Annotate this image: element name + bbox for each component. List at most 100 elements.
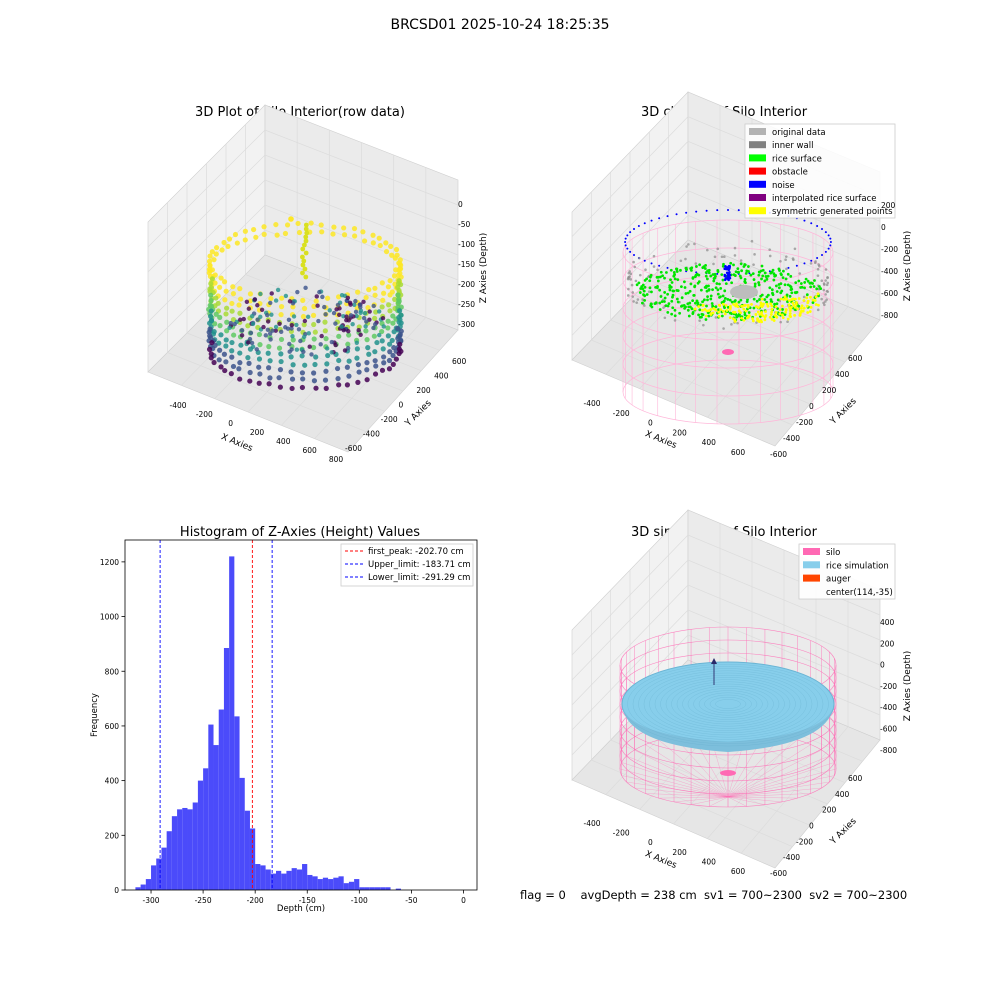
symmetric-point xyxy=(802,306,806,310)
rice-point xyxy=(696,301,700,305)
wall-point xyxy=(684,257,687,261)
data-point xyxy=(300,246,306,252)
symmetric-point xyxy=(724,304,728,307)
data-point xyxy=(229,339,235,346)
noise-point xyxy=(723,274,727,278)
legend-swatch xyxy=(749,167,766,175)
data-point xyxy=(333,321,338,326)
wall-point xyxy=(626,294,630,297)
symmetric-point xyxy=(789,315,793,319)
rice-point xyxy=(803,286,806,290)
rice-point xyxy=(815,287,819,291)
data-point xyxy=(223,359,229,365)
data-point xyxy=(303,222,309,228)
data-point xyxy=(395,300,401,306)
histogram-bar xyxy=(291,868,297,890)
noise-point xyxy=(727,272,731,275)
rice-point xyxy=(687,314,691,318)
wall-point xyxy=(816,308,820,312)
data-point xyxy=(273,324,279,330)
data-point xyxy=(380,316,386,321)
data-point xyxy=(318,342,323,347)
histogram-bar xyxy=(218,709,224,890)
data-point xyxy=(250,321,256,327)
data-point xyxy=(350,321,355,327)
data-point xyxy=(287,341,292,347)
noise-point xyxy=(829,241,832,243)
data-point xyxy=(208,285,214,291)
symmetric-point xyxy=(802,299,806,302)
histogram-bar xyxy=(328,879,334,890)
rice-point xyxy=(732,263,735,267)
histogram-bar xyxy=(395,888,401,890)
symmetric-point xyxy=(770,317,774,321)
data-point xyxy=(310,344,317,351)
data-point xyxy=(241,316,246,322)
rice-point xyxy=(650,290,653,294)
wall-point xyxy=(820,279,824,282)
rice-point xyxy=(672,271,676,274)
data-point xyxy=(275,287,281,293)
data-point xyxy=(380,297,386,303)
data-point xyxy=(261,231,267,237)
rice-point xyxy=(781,308,784,311)
noise-point xyxy=(643,259,646,262)
data-point xyxy=(208,318,215,324)
data-point xyxy=(381,324,386,329)
data-point xyxy=(224,319,230,325)
rice-point xyxy=(698,263,702,267)
rice-point xyxy=(704,274,708,278)
rice-point xyxy=(686,302,690,306)
data-point xyxy=(313,385,319,391)
data-point xyxy=(289,376,296,382)
rice-point xyxy=(729,261,733,265)
data-point xyxy=(247,336,253,342)
data-point xyxy=(278,329,284,335)
rice-point xyxy=(718,282,721,286)
data-point xyxy=(334,307,339,312)
data-point xyxy=(224,305,230,311)
data-point xyxy=(322,377,329,383)
wall-point xyxy=(702,323,705,327)
symmetric-point xyxy=(801,309,805,313)
rice-point xyxy=(643,298,646,302)
noise-point xyxy=(727,278,730,282)
rice-point xyxy=(728,298,732,302)
rice-point xyxy=(709,294,713,298)
rice-point xyxy=(723,297,727,300)
z-axis-tick-label: -50 xyxy=(458,220,470,229)
rice-point xyxy=(670,299,674,303)
rice-point xyxy=(656,279,660,283)
symmetric-point xyxy=(704,314,708,318)
data-point xyxy=(221,351,228,357)
rice-point xyxy=(670,312,674,316)
x-axis-tick-label: 400 xyxy=(702,438,717,447)
y-axis-tick-label: -400 xyxy=(363,430,380,439)
symmetric-point xyxy=(779,297,783,301)
data-point xyxy=(371,333,377,339)
symmetric-point xyxy=(723,312,727,316)
data-point xyxy=(276,345,283,351)
data-point xyxy=(208,355,214,361)
y-axis-tick-label: -200 xyxy=(381,415,398,424)
rice-point xyxy=(772,272,776,276)
wall-point xyxy=(723,255,726,259)
noise-point xyxy=(658,264,661,267)
rice-point xyxy=(799,282,803,285)
data-point xyxy=(213,251,219,257)
data-point xyxy=(246,340,251,345)
legend-label: center(114,-35) xyxy=(826,588,893,598)
symmetric-point xyxy=(781,313,784,317)
data-point xyxy=(268,337,273,342)
symmetric-point xyxy=(754,313,758,316)
rice-point xyxy=(695,265,698,268)
data-point xyxy=(208,280,214,287)
rice-point xyxy=(786,272,790,276)
rice-point xyxy=(676,289,680,293)
wall-point xyxy=(826,275,829,279)
rice-point xyxy=(682,303,686,307)
rice-point xyxy=(649,273,653,277)
data-point xyxy=(323,385,329,391)
rice-point xyxy=(794,281,798,285)
